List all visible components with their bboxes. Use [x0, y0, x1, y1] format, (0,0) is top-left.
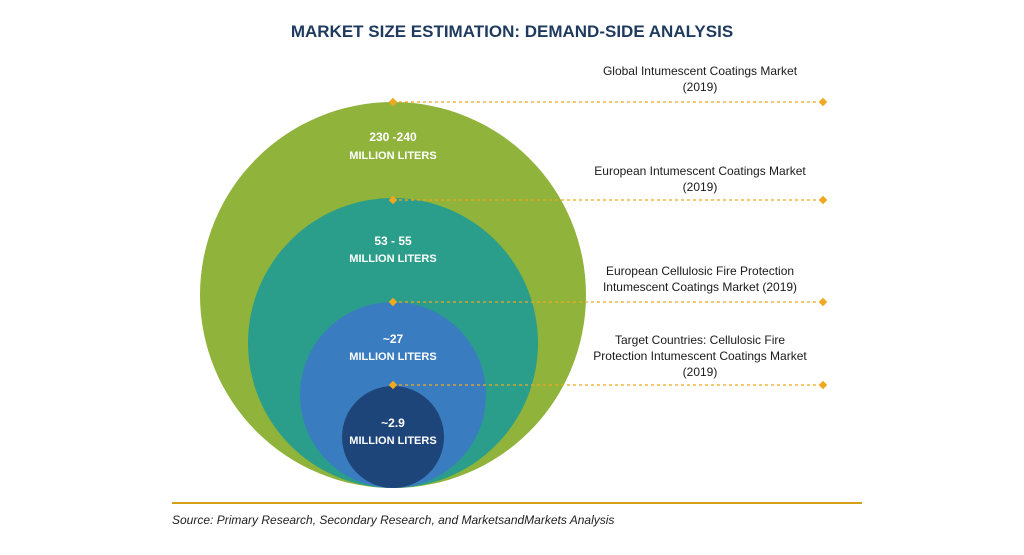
global-label-line-2: (2019) [683, 80, 718, 94]
source-note: Source: Primary Research, Secondary Rese… [172, 513, 615, 527]
global-value: 230 -240 [369, 130, 417, 144]
european-value: 53 - 55 [374, 234, 412, 248]
connector-european-cellulosic-start-marker [388, 297, 398, 307]
connector-european-end-marker [818, 195, 828, 205]
target-label-line-2: Protection Intumescent Coatings Market [593, 349, 807, 363]
target-unit: MILLION LITERS [349, 435, 436, 447]
european-cellulosic-label-line-1: European Cellulosic Fire Protection [606, 264, 794, 278]
connector-global-end-marker [818, 97, 828, 107]
european-cellulosic-value: ~27 [383, 332, 404, 346]
diagram-title: MARKET SIZE ESTIMATION: DEMAND-SIDE ANAL… [290, 22, 734, 41]
global-label-line-1: Global Intumescent Coatings Market [603, 64, 798, 78]
connector-european-start-marker [388, 195, 398, 205]
target-label-line-1: Target Countries: Cellulosic Fire [615, 333, 785, 347]
circle-target [342, 386, 444, 488]
target-label-line-3: (2019) [683, 365, 718, 379]
european-cellulosic-unit: MILLION LITERS [349, 351, 436, 363]
connector-european-cellulosic-end-marker [818, 297, 828, 307]
source-divider [172, 502, 862, 504]
connector-target-start-marker [388, 380, 398, 390]
european-unit: MILLION LITERS [349, 253, 436, 265]
target-value: ~2.9 [381, 416, 405, 430]
connector-target-end-marker [818, 380, 828, 390]
european-cellulosic-label-line-2: Intumescent Coatings Market (2019) [603, 280, 797, 294]
connector-global-start-marker [388, 97, 398, 107]
european-label-line-1: European Intumescent Coatings Market [594, 164, 806, 178]
global-unit: MILLION LITERS [349, 150, 436, 162]
european-label-line-2: (2019) [683, 180, 718, 194]
